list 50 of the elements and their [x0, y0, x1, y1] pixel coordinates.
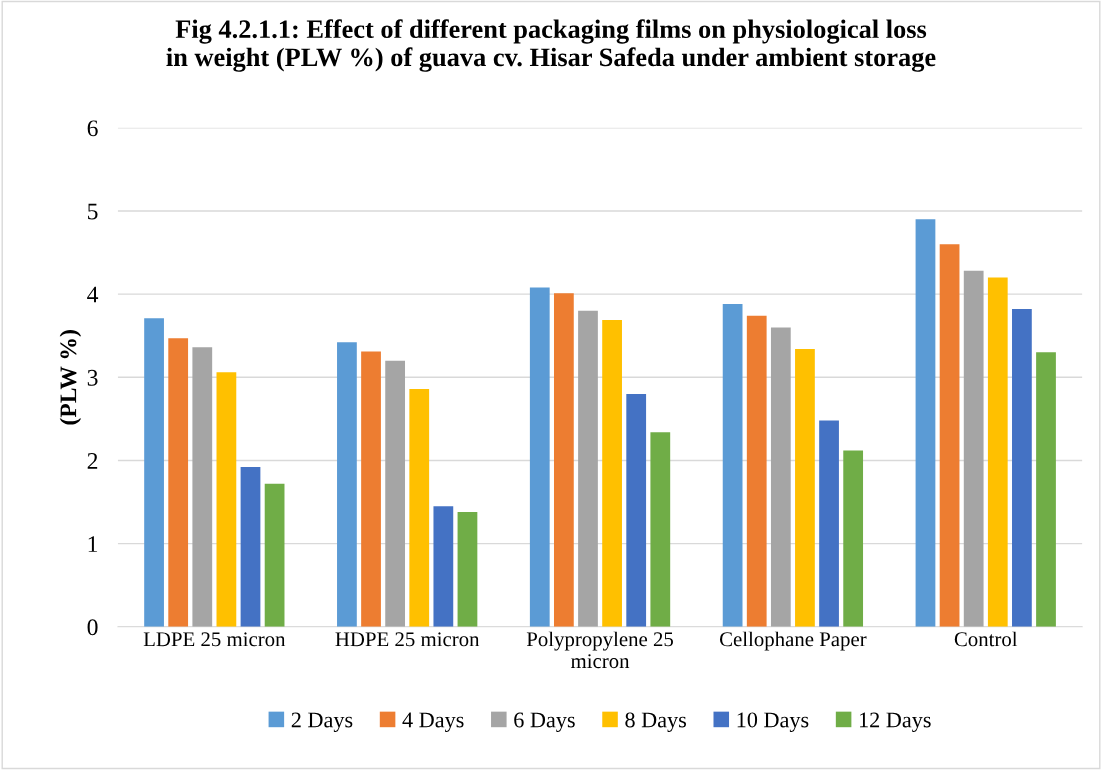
- x-tick-label: Polypropylene 25 micron: [526, 631, 673, 669]
- bar: [144, 318, 164, 627]
- bar: [602, 319, 622, 627]
- legend-label: 10 Days: [737, 712, 809, 732]
- bar: [168, 338, 189, 627]
- bar: [578, 310, 598, 627]
- bar: [433, 506, 454, 627]
- bar: [722, 304, 743, 627]
- bar: [626, 393, 647, 627]
- bar: [361, 351, 381, 627]
- legend-label: 8 Days: [625, 712, 687, 732]
- bar: [457, 512, 478, 627]
- bar: [409, 388, 430, 627]
- bar: [987, 277, 1008, 627]
- bar: [915, 219, 936, 627]
- y-tick-label: 6: [87, 120, 98, 137]
- bar: [192, 347, 213, 627]
- bar: [216, 372, 237, 627]
- bar: [529, 287, 550, 627]
- y-tick-label: 2: [87, 453, 98, 469]
- bar: [795, 349, 815, 627]
- bar: [939, 244, 960, 627]
- bar: [1012, 309, 1032, 627]
- bar: [650, 432, 671, 627]
- bar: [843, 450, 864, 627]
- x-tick-label: LDPE 25 micron: [143, 632, 286, 647]
- bar: [819, 420, 839, 627]
- y-tick-label: 3: [87, 369, 98, 386]
- bar: [240, 467, 261, 627]
- x-tick-label: HDPE 25 micron: [335, 632, 480, 647]
- legend-label: 6 Days: [514, 712, 575, 732]
- bar: [770, 327, 791, 627]
- y-tick-label: 5: [88, 203, 98, 220]
- y-tick-label: 0: [87, 619, 98, 636]
- y-tick-label: 1: [88, 536, 98, 552]
- y-tick-label: 4: [87, 286, 99, 303]
- legend-label: 4 Days: [402, 712, 464, 732]
- bar: [746, 315, 767, 627]
- legend-label: 12 Days: [860, 712, 931, 732]
- x-tick-label: Cellophane Paper: [719, 631, 867, 651]
- bar: [554, 293, 574, 627]
- x-tick-label: Control: [954, 631, 1018, 647]
- legend-label: 2 Days: [291, 712, 353, 732]
- bar: [385, 360, 406, 627]
- bar: [264, 483, 285, 627]
- y-axis-title: (PLW %): [59, 330, 82, 425]
- bar: [337, 342, 357, 627]
- chart-title: Fig 4.2.1.1: Effect of different packaging films on physiological loss in weight (PLW %) of guava cv. Hisar Safeda under ambient storage: [166, 19, 936, 72]
- bar: [1036, 352, 1056, 627]
- bar: [963, 270, 984, 627]
